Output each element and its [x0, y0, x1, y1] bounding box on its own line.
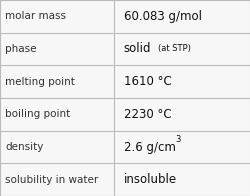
Text: boiling point: boiling point: [5, 109, 70, 119]
Text: 1610 °C: 1610 °C: [124, 75, 172, 88]
Text: density: density: [5, 142, 44, 152]
Text: phase: phase: [5, 44, 36, 54]
Text: insoluble: insoluble: [124, 173, 177, 186]
Text: 60.083 g/mol: 60.083 g/mol: [124, 10, 202, 23]
Text: solid: solid: [124, 43, 151, 55]
Text: (at STP): (at STP): [158, 44, 190, 54]
Text: 3: 3: [176, 135, 181, 144]
Text: solubility in water: solubility in water: [5, 175, 98, 185]
Text: molar mass: molar mass: [5, 11, 66, 21]
Text: 2230 °C: 2230 °C: [124, 108, 172, 121]
Text: melting point: melting point: [5, 77, 75, 87]
Text: 2.6 g/cm: 2.6 g/cm: [124, 141, 176, 153]
